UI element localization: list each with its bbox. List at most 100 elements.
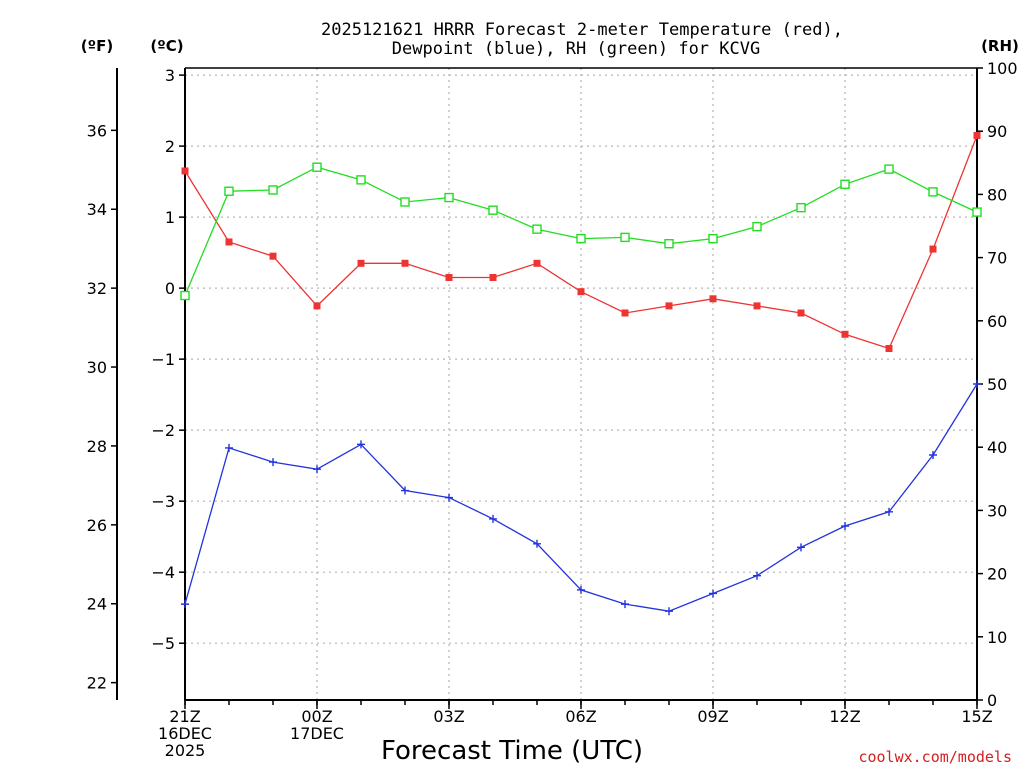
- rh-point: [444, 192, 454, 203]
- x-axis-label: Forecast Time (UTC): [381, 736, 643, 766]
- rh-unit-label: (RH): [981, 37, 1019, 55]
- x-tick-label: 2025: [165, 741, 206, 760]
- celsius-tick-label: 0: [165, 279, 175, 298]
- rh-point: [664, 238, 674, 249]
- x-tick-label: 16DEC: [158, 724, 212, 743]
- temperature-point: [797, 309, 805, 317]
- dewpoint-point: [753, 571, 761, 580]
- fahrenheit-tick-label: 24: [87, 595, 107, 614]
- celsius-tick-label: −1: [151, 350, 175, 369]
- dewpoint-point: [577, 585, 585, 594]
- temperature-point: [357, 259, 365, 267]
- celsius-tick-label: 1: [165, 208, 175, 227]
- dewpoint-point: [313, 465, 321, 474]
- dewpoint-point: [621, 600, 629, 609]
- x-tick-label: 00Z: [301, 707, 332, 726]
- celsius-tick-label: 2: [165, 137, 175, 156]
- rh-tick-label: 0: [987, 691, 997, 710]
- temperature-point: [929, 245, 937, 253]
- rh-point: [488, 205, 498, 215]
- rh-tick-label: 100: [987, 59, 1018, 78]
- rh-point: [576, 233, 586, 244]
- fahrenheit-tick-label: 22: [87, 674, 107, 693]
- rh-point: [796, 202, 806, 213]
- dewpoint-point: [225, 443, 233, 452]
- temperature-point: [621, 309, 629, 317]
- celsius-tick-label: 3: [165, 66, 175, 85]
- celsius-tick-label: −3: [151, 492, 175, 511]
- axes: −5 −4 −3 −2 −1 0 1 2 3 22 24 26 28 30 32 34 36 0 10 20 30 40 5…: [87, 59, 1018, 710]
- rh-point: [268, 185, 278, 195]
- chart-title-line1: 2025121621 HRRR Forecast 2-meter Tempera…: [321, 20, 843, 40]
- temperature-point: [445, 273, 453, 281]
- fahrenheit-tick-label: 36: [87, 121, 107, 140]
- temperature-point: [973, 131, 981, 139]
- rh-point: [928, 187, 938, 197]
- temperature-point: [489, 273, 497, 281]
- x-tick-label: 17DEC: [290, 724, 344, 743]
- rh-point: [840, 179, 850, 189]
- temperature-point: [269, 252, 277, 260]
- temperature-point: [753, 302, 761, 310]
- x-tick-label: 03Z: [433, 707, 464, 726]
- rh-tick-label: 80: [987, 185, 1007, 204]
- rh-point: [532, 224, 542, 234]
- rh-point: [752, 221, 762, 232]
- celsius-tick-label: −2: [151, 421, 175, 440]
- dewpoint-point: [401, 486, 409, 495]
- dewpoint-point: [445, 493, 453, 502]
- temperature-point: [885, 344, 893, 352]
- temperature-point: [313, 302, 321, 310]
- celsius-tick-label: −5: [151, 634, 175, 653]
- temperature-point: [665, 302, 673, 310]
- grid: [185, 68, 977, 700]
- rh-point: [224, 186, 234, 196]
- fahrenheit-tick-label: 30: [87, 358, 107, 377]
- fahrenheit-tick-label: 32: [87, 279, 107, 298]
- x-tick-label: 15Z: [961, 707, 992, 726]
- dewpoint-point: [841, 522, 849, 531]
- rh-tick-label: 60: [987, 312, 1007, 331]
- temperature-point: [225, 238, 233, 246]
- rh-point: [180, 290, 190, 301]
- dewpoint-point: [973, 380, 981, 388]
- rh-point: [620, 232, 630, 243]
- dewpoint-point: [709, 589, 717, 598]
- rh-tick-label: 10: [987, 628, 1007, 647]
- rh-point: [884, 164, 894, 174]
- rh-tick-label: 50: [987, 375, 1007, 394]
- dewpoint-point: [797, 543, 805, 552]
- rh-point: [312, 162, 322, 172]
- x-tick-label: 21Z: [169, 707, 200, 726]
- x-tick-label: 09Z: [697, 707, 728, 726]
- rh-tick-label: 20: [987, 565, 1007, 584]
- temperature-point: [533, 259, 541, 267]
- dewpoint-point: [533, 539, 541, 548]
- dewpoint-point: [357, 440, 365, 449]
- x-tick-label: 06Z: [565, 707, 596, 726]
- rh-tick-label: 40: [987, 438, 1007, 457]
- dewpoint-point: [665, 607, 673, 616]
- chart-title-line2: Dewpoint (blue), RH (green) for KCVG: [392, 39, 760, 59]
- dewpoint-line: [184, 383, 978, 612]
- rh-point: [356, 175, 366, 185]
- dewpoint-point: [269, 458, 277, 467]
- rh-point: [708, 233, 718, 244]
- credit-text: coolwx.com/models: [858, 748, 1012, 766]
- temperature-point: [181, 167, 189, 175]
- temperature-point: [401, 259, 409, 267]
- fahrenheit-unit-label: (ºF): [81, 37, 113, 55]
- rh-tick-label: 30: [987, 501, 1007, 520]
- x-tick-label: 12Z: [829, 707, 860, 726]
- temperature-point: [577, 288, 585, 296]
- rh-tick-label: 90: [987, 122, 1007, 141]
- rh-point: [400, 197, 410, 207]
- dewpoint-point: [929, 451, 937, 460]
- dewpoint-point: [181, 600, 189, 609]
- dewpoint-point: [489, 514, 497, 523]
- series: [180, 131, 982, 616]
- rh-point: [972, 207, 982, 217]
- dewpoint-point: [885, 507, 893, 516]
